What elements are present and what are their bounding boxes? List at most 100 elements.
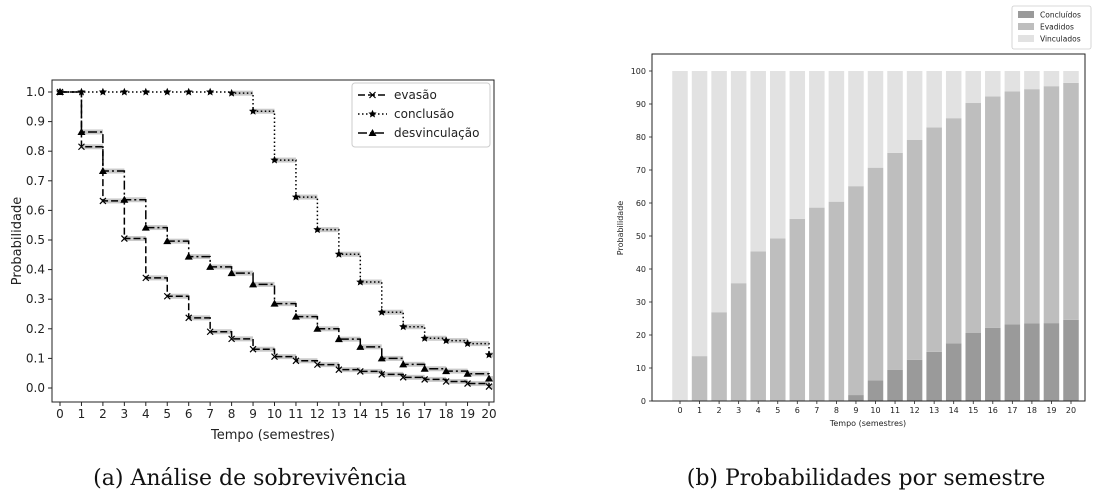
x-tick-label: 1 [697, 406, 702, 415]
data-point [78, 143, 85, 151]
data-point [377, 354, 386, 362]
left-axes: 0 1 2 3 4 5 6 7 8 9 10 11 12 13 14 15 16 17 18 19 200.00.10.… [26, 85, 497, 421]
confidence-band [274, 301, 296, 307]
data-point [399, 322, 408, 331]
data-point [399, 360, 408, 368]
data-point [184, 87, 193, 96]
legend-swatch [1018, 23, 1034, 30]
x-tick-label: 17 [417, 407, 432, 421]
x-tick-label: 5 [775, 406, 780, 415]
y-tick-label: 40 [636, 265, 646, 274]
data-point [206, 262, 215, 270]
confidence-band [317, 227, 339, 233]
x-tick-label: 5 [163, 407, 171, 421]
bar-segment [985, 96, 1001, 328]
x-tick-label: 14 [949, 406, 959, 415]
y-tick-label: 0.5 [26, 233, 45, 247]
x-tick-label: 2 [717, 406, 722, 415]
bar-segment [672, 71, 688, 401]
bar-segment [691, 71, 708, 357]
y-tick-label: 10 [636, 364, 646, 373]
stacked-bars [672, 71, 1079, 401]
data-point [270, 155, 279, 164]
right-caption: (b) Probabilidades por semestre [687, 466, 1045, 491]
y-tick-label: 0.0 [26, 381, 45, 395]
left-caption: (a) Análise de sobrevivência [93, 466, 407, 491]
bar-segment [1004, 91, 1021, 325]
bar-segment [867, 71, 884, 168]
data-point [227, 269, 236, 277]
data-point [356, 342, 365, 350]
data-point [163, 292, 171, 300]
bar-segment [1024, 89, 1040, 324]
bar-segment [1063, 82, 1079, 320]
bar-segment [887, 369, 903, 401]
bar-segment [985, 71, 1001, 97]
y-tick-label: 70 [636, 166, 646, 175]
confidence-band [317, 326, 339, 332]
x-tick-label: 18 [1027, 406, 1037, 415]
right-y-axis-title: Probabilidade [616, 201, 625, 255]
x-tick-label: 15 [374, 407, 389, 421]
y-tick-label: 1.0 [26, 85, 45, 99]
data-point [334, 335, 343, 343]
legend-label: Evadidos [1040, 23, 1074, 32]
confidence-band [231, 90, 254, 96]
data-point [141, 87, 150, 96]
bar-segment [809, 71, 825, 208]
survival-markers [55, 87, 494, 390]
x-tick-label: 9 [249, 407, 257, 421]
legend-label: conclusão [394, 107, 454, 121]
x-tick-label: 15 [968, 406, 978, 415]
bar-segment [848, 186, 864, 396]
x-tick-label: 11 [288, 407, 303, 421]
data-point [248, 106, 258, 115]
confidence-band [467, 341, 489, 347]
data-point [120, 87, 129, 96]
legend-marker [369, 91, 376, 99]
legend-label: desvinculação [394, 126, 479, 140]
data-point [464, 380, 471, 387]
confidence-band [467, 381, 489, 387]
series-line [60, 91, 490, 387]
x-tick-label: 13 [331, 407, 346, 421]
y-tick-label: 20 [636, 331, 646, 340]
x-tick-label: 9 [853, 406, 858, 415]
bar-segment [867, 167, 884, 381]
y-tick-label: 0 [641, 397, 646, 406]
data-point [463, 339, 472, 348]
data-point [485, 383, 493, 390]
data-point [77, 127, 86, 135]
bar-segment [965, 71, 981, 104]
bar-segment [828, 201, 845, 401]
left-x-axis-title: Tempo (semestres) [210, 428, 335, 443]
legend-label: evasão [394, 88, 437, 102]
data-point [420, 364, 429, 372]
data-point [98, 167, 107, 175]
x-tick-label: 4 [142, 407, 150, 421]
data-point [249, 345, 257, 353]
data-point [356, 367, 364, 375]
x-tick-label: 10 [870, 406, 880, 415]
bar-segment [770, 71, 786, 239]
data-point [420, 333, 429, 342]
data-point [99, 197, 107, 205]
bar-segment [770, 238, 786, 401]
confidence-band [338, 336, 361, 342]
legend-marker [368, 109, 377, 118]
bar-segment [711, 312, 727, 401]
data-point [228, 335, 236, 343]
bar-segment [691, 356, 708, 401]
bar-segment [965, 332, 981, 401]
legend-swatch [1018, 35, 1034, 42]
data-point [227, 88, 236, 97]
x-tick-label: 20 [1066, 406, 1076, 415]
data-point [442, 336, 451, 345]
y-tick-label: 0.7 [26, 174, 45, 188]
y-tick-label: 0.8 [26, 144, 45, 158]
bar-segment [945, 118, 962, 344]
bar-segment [1063, 71, 1079, 83]
bar-segment [828, 71, 845, 202]
x-tick-label: 1 [78, 407, 86, 421]
bar-segment [809, 207, 825, 401]
